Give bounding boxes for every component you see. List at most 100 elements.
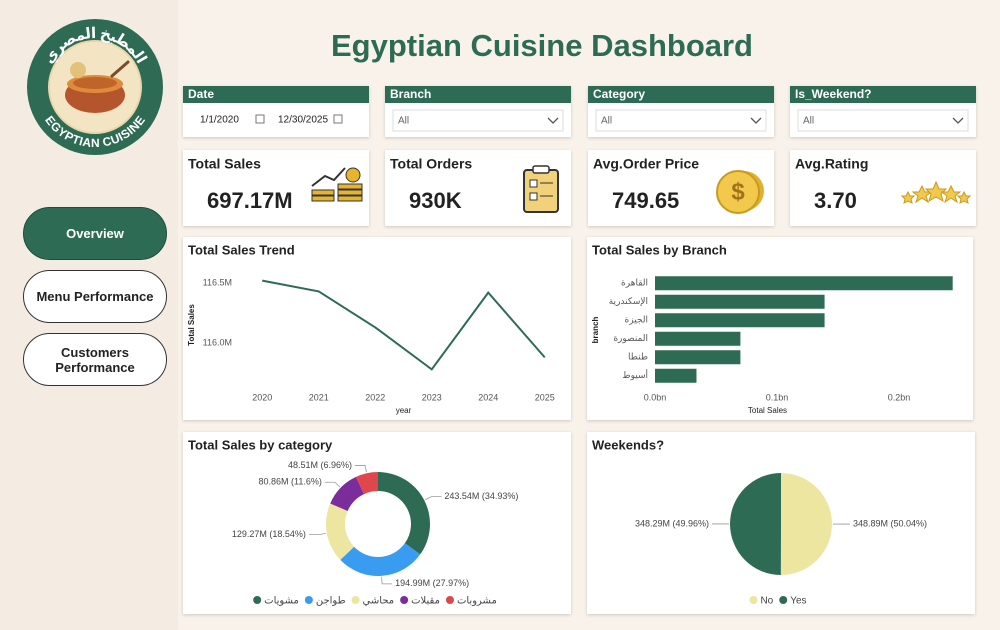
card [183,432,571,614]
dropdown-value: All [601,116,612,127]
legend-item: طواجن [304,596,346,607]
x-tick-label: 2024 [478,392,498,402]
legend-label: محاشي [363,596,395,607]
chevron [952,117,964,124]
calendar-icon [333,114,343,124]
kpi-label: Total Orders [390,156,472,172]
icon-price: $ [716,170,764,214]
icon-orders [523,165,559,213]
calendar-icon [255,114,265,124]
y-axis-title: Total Sales [187,304,196,346]
svg-text:$: $ [731,178,745,205]
icon-sales [311,167,363,202]
bar [655,368,697,383]
donut-segment [355,472,378,495]
legend-item: No [749,596,774,607]
data-label: 348.29M (49.96%) [635,518,709,528]
dropdown-value: All [803,116,814,127]
legend-label: طواجن [316,596,346,607]
nav-button[interactable]: Overview [23,207,167,260]
legend-swatch [351,596,360,604]
leader-line [381,576,393,585]
legend-label: مشروبات [457,596,497,607]
kpi-value: 930K [409,188,462,213]
filter-label: Is_Weekend? [795,87,871,101]
card [587,237,973,420]
y-tick-label: المنصورة [613,333,648,343]
filter-header [385,86,571,103]
filter-header [183,86,369,103]
legend-item: مقبلات [400,596,440,607]
y-tick-label: الجيزة [625,315,648,325]
kpi-value: 3.70 [814,188,857,213]
leader-line [308,532,326,536]
data-label: 129.27M (18.54%) [232,529,306,539]
filter-label: Date [188,87,214,101]
nav-button[interactable]: Menu Performance [23,270,167,323]
filter-header [588,86,774,103]
pie-slice [730,473,781,575]
date-input[interactable] [192,110,268,130]
icon-rating [900,180,972,204]
y-tick-label: 116.5M [203,277,232,287]
x-tick-label: 0.1bn [766,392,789,402]
chart-title: Total Sales by Branch [592,242,727,257]
legend-label: مشويات [264,596,299,607]
chart-title: Weekends? [592,437,664,452]
y-tick-label: الإسكندرية [609,296,648,307]
donut-segment [326,503,355,560]
filter-label: Category [593,87,645,101]
bar [655,294,825,309]
dropdown[interactable] [392,109,564,132]
date-input[interactable] [270,110,346,130]
bar [655,276,953,291]
x-tick-label: 2025 [535,392,555,402]
dropdown-value: All [398,116,409,127]
dropdown[interactable] [797,109,969,132]
data-label: 243.54M (34.93%) [444,491,518,501]
dashboard-title: Egyptian Cuisine Dashboard [331,28,753,63]
leader-line [354,465,367,473]
chevron [547,117,559,124]
y-tick-label: القاهرة [621,278,648,288]
donut-segment [330,476,365,512]
legend-swatch [304,596,313,604]
legend-swatch [445,596,454,604]
donut-segment [340,543,421,576]
chart-title: Total Sales by category [188,437,333,452]
legend-item: Yes [779,596,807,607]
legend-swatch [749,596,758,604]
y-tick-label: 116.0M [203,337,232,347]
data-label: 348.89M (50.04%) [853,518,927,528]
legend-swatch [779,596,788,604]
data-label: 48.51M (6.96%) [288,460,352,470]
kpi-label: Avg.Order Price [593,156,699,172]
leader-line [424,496,442,501]
line-series [262,279,546,371]
legend-item: محاشي [351,596,395,607]
nav-button[interactable]: Customers Performance [23,333,167,386]
x-tick-label: 0.2bn [888,392,911,402]
kpi-label: Avg.Rating [795,156,868,172]
kpi-label: Total Sales [188,156,261,172]
leader-line [324,481,341,488]
x-axis-title: Total Sales [748,406,787,415]
chevron [750,117,762,124]
filter-label: Branch [390,87,431,101]
bar [655,313,825,328]
legend-label: مقبلات [411,596,440,607]
y-tick-label: أسيوط [622,369,648,380]
x-tick-label: 2020 [252,392,272,402]
x-tick-label: 2022 [365,392,385,402]
date-value: 1/1/2020 [200,115,239,126]
legend-swatch [253,596,262,604]
bar [655,350,741,365]
card [790,150,976,226]
kpi-value: 697.17M [207,188,293,213]
date-value: 12/30/2025 [278,115,328,126]
legend-item: مشروبات [445,596,497,607]
y-axis-title: branch [591,317,600,344]
dropdown[interactable] [595,109,767,132]
